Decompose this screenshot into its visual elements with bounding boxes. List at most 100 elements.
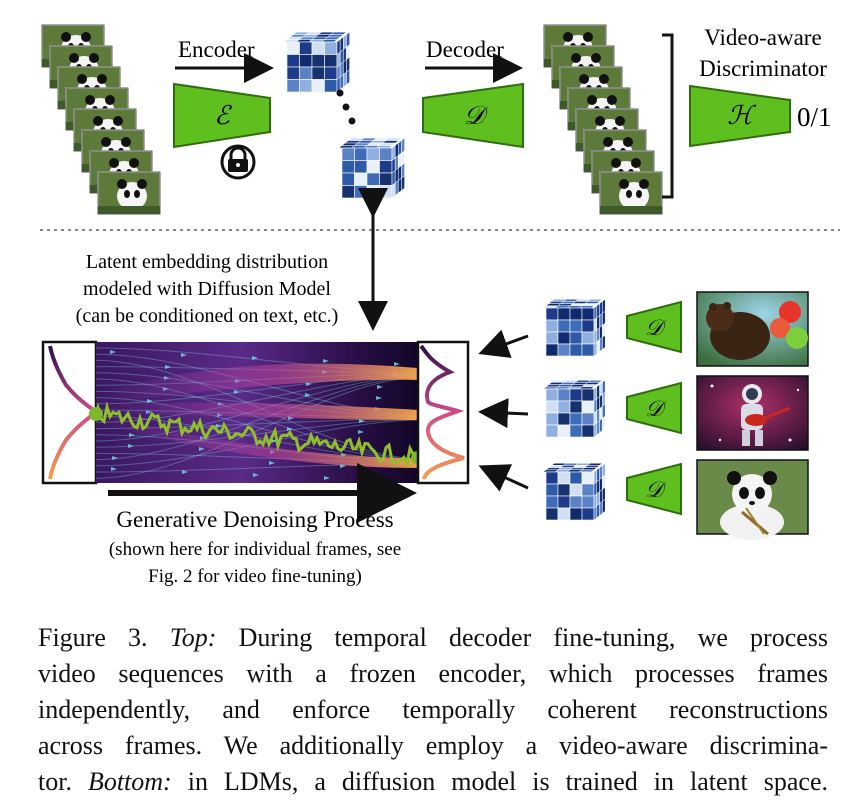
flow-arrow-marker — [165, 365, 171, 369]
latent-cell — [557, 307, 571, 321]
sample-arrow-3 — [478, 464, 529, 492]
latent-cell — [584, 301, 601, 304]
caption-line-3: independently, and enforce temporally co… — [38, 695, 828, 724]
latent-cell — [299, 79, 313, 93]
latent-cell — [379, 185, 393, 199]
latent-cell — [311, 41, 325, 55]
panda-bamboo-image — [696, 459, 809, 540]
caption-bottom-label: Bottom: — [87, 767, 172, 796]
latent-cell — [545, 400, 559, 414]
latent-cell — [311, 79, 325, 93]
latent-cell — [581, 412, 595, 426]
latent-cell — [599, 336, 603, 353]
caption-line-1: Figure 3. Top: During temporal decoder f… — [38, 620, 828, 656]
latent-cube-top — [283, 31, 350, 93]
process-subtitle-line2: Fig. 2 for video fine-tuning) — [148, 566, 362, 587]
latent-cell — [545, 495, 559, 509]
latent-cell — [398, 177, 402, 194]
output-frames-stack — [543, 24, 663, 215]
latent-cell — [391, 182, 396, 199]
latent-cell — [401, 175, 405, 192]
streamline — [95, 397, 419, 461]
sample-decoder-1: 𝒟 — [626, 300, 682, 354]
latent-cell — [545, 343, 559, 357]
latent-cell — [286, 79, 300, 93]
input-frames-stack — [41, 24, 161, 215]
latent-cell — [545, 412, 559, 426]
decoder-label: Decoder — [426, 37, 504, 62]
latent-cell — [379, 160, 393, 174]
flow-arrow-marker — [111, 467, 117, 471]
latent-cell — [557, 343, 571, 357]
latent-cell — [581, 331, 595, 345]
latent-cell — [381, 140, 400, 144]
caption-line1-text: During temporal decoder fine-tuning, we … — [216, 623, 829, 652]
latent-cell — [557, 319, 571, 333]
latent-cell — [311, 66, 325, 80]
flow-arrow-marker — [269, 461, 275, 465]
flow-arrow-marker — [181, 353, 187, 357]
flow-arrow-marker — [324, 476, 330, 480]
latent-cell — [394, 180, 399, 197]
latent-cell — [569, 424, 583, 438]
latent-cell — [569, 388, 583, 402]
latent-cell — [341, 147, 355, 161]
latent-cell — [581, 483, 595, 497]
latent-cell — [557, 507, 571, 521]
latent-cell — [545, 507, 559, 521]
caption-line5-text: in LDMs, a diffusion model is trained in… — [171, 767, 828, 796]
latent-cell — [330, 31, 348, 35]
flow-arrow-marker — [110, 350, 116, 354]
flow-arrow-marker — [234, 390, 240, 394]
prior-distribution-box — [41, 340, 98, 485]
discriminator-title-line2: Discriminator — [699, 56, 827, 81]
latent-cell — [354, 160, 368, 174]
latent-cell — [593, 341, 598, 357]
caption-figure-label: Figure 3. — [38, 623, 148, 652]
flow-arrow-marker — [129, 433, 135, 437]
latent-cell — [320, 39, 338, 43]
flow-arrow-marker — [128, 444, 134, 448]
latent-cell — [375, 145, 393, 149]
flow-arrow-marker — [253, 473, 259, 477]
lock-icon — [220, 144, 256, 180]
latent-cell — [557, 412, 571, 426]
latent-cell — [339, 74, 344, 91]
process-title: Generative Denoising Process — [116, 507, 393, 532]
flow-arrow-marker — [377, 385, 383, 389]
flow-arrow-marker — [182, 470, 188, 474]
caption-line-4: across frames. We additionally employ a … — [38, 731, 828, 760]
latent-text-line2: modeled with Diffusion Model — [83, 278, 331, 300]
latent-cell — [324, 54, 338, 68]
diffusion-panel — [41, 340, 470, 485]
latent-cell — [581, 424, 595, 438]
latent-cell — [545, 388, 559, 402]
latent-cell — [586, 379, 604, 383]
latent-cell — [569, 471, 583, 485]
latent-cell — [581, 307, 595, 321]
latent-text-line1: Latent embedding distribution — [86, 251, 328, 273]
latent-cell — [602, 498, 606, 514]
latent-cell — [299, 66, 313, 80]
latent-cell — [569, 343, 583, 357]
latent-cell — [557, 424, 571, 438]
flow-arrow-marker — [305, 393, 311, 397]
latent-cell — [569, 412, 583, 426]
latent-cell — [581, 319, 595, 333]
discriminator-block — [689, 84, 791, 148]
latent-cell — [596, 503, 600, 519]
flow-arrow-marker — [199, 447, 205, 451]
latent-cell — [346, 69, 350, 86]
streamline — [95, 377, 419, 479]
sample-decoder-3: 𝒟 — [626, 462, 682, 516]
figure-caption: Figure 3. Top: During temporal decoder f… — [38, 620, 828, 800]
latent-cell — [557, 400, 571, 414]
latent-cell — [569, 495, 583, 509]
astronaut-guitar-image — [696, 375, 809, 451]
latent-cell — [602, 415, 606, 431]
flow-arrow-marker — [394, 362, 400, 366]
latent-cell — [545, 424, 559, 438]
discriminator-bracket — [662, 33, 674, 199]
latent-cell — [586, 298, 604, 302]
latent-cell — [578, 305, 595, 309]
